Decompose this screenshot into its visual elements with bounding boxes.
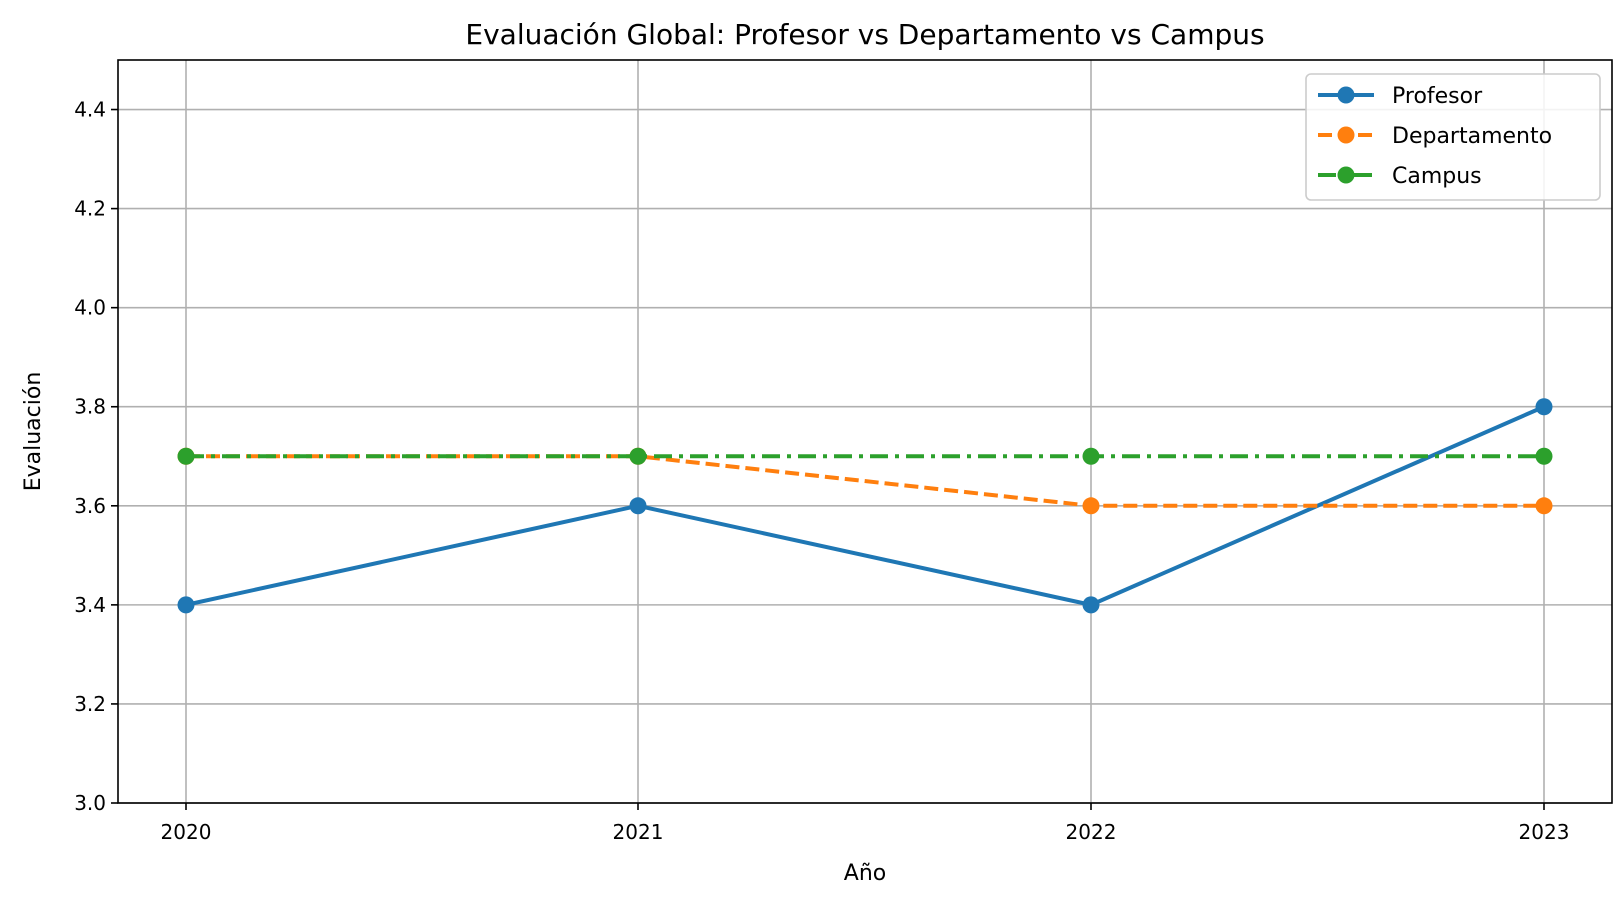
legend-label: Campus (1392, 164, 1482, 189)
legend-label: Departamento (1392, 124, 1552, 149)
y-axis-label: Evaluación (21, 372, 46, 492)
y-tick-label: 4.2 (74, 197, 106, 221)
data-point (1082, 596, 1100, 614)
legend-label: Profesor (1392, 84, 1483, 109)
x-axis-label: Año (844, 861, 886, 886)
data-point (1535, 447, 1553, 465)
legend-box (1305, 73, 1601, 201)
y-tick-label: 4.4 (74, 98, 106, 122)
data-point (177, 447, 195, 465)
legend-marker (1337, 166, 1355, 184)
data-point (177, 596, 195, 614)
y-tick-label: 3.0 (74, 791, 106, 815)
data-point (1535, 497, 1553, 515)
legend-entry: Profesor (1318, 84, 1483, 109)
plot-frame (117, 59, 1613, 804)
legend-marker (1337, 86, 1355, 104)
series (177, 398, 1553, 614)
data-point (1082, 497, 1100, 515)
legend-marker (1337, 126, 1355, 144)
data-point (1082, 447, 1100, 465)
y-tick-label: 3.6 (74, 494, 106, 518)
x-tick-label: 2023 (1519, 820, 1570, 844)
x-tick-label: 2021 (613, 820, 664, 844)
legend: Profesor Departamento Campus (1305, 73, 1601, 201)
series-line (185, 404, 1545, 607)
y-tick-label: 4.0 (74, 296, 106, 320)
x-tick-label: 2022 (1066, 820, 1117, 844)
chart-title: Evaluación Global: Profesor vs Departame… (465, 18, 1264, 51)
data-point (1535, 398, 1553, 416)
y-tick-label: 3.2 (74, 692, 106, 716)
grid (118, 60, 1612, 804)
y-tick-label: 3.4 (74, 593, 106, 617)
x-tick-label: 2020 (161, 820, 212, 844)
legend-entry: Departamento (1318, 124, 1552, 149)
axis-ticks: 2020 2021 2022 2023 3.0 3.2 3.4 3.6 3.8 4.0 4.2 4.4 (74, 98, 1569, 844)
data-point (629, 497, 647, 515)
y-tick-label: 3.8 (74, 395, 106, 419)
legend-entry: Campus (1318, 164, 1482, 189)
series-profesor (177, 398, 1553, 614)
data-point (629, 447, 647, 465)
series-campus (177, 447, 1553, 465)
